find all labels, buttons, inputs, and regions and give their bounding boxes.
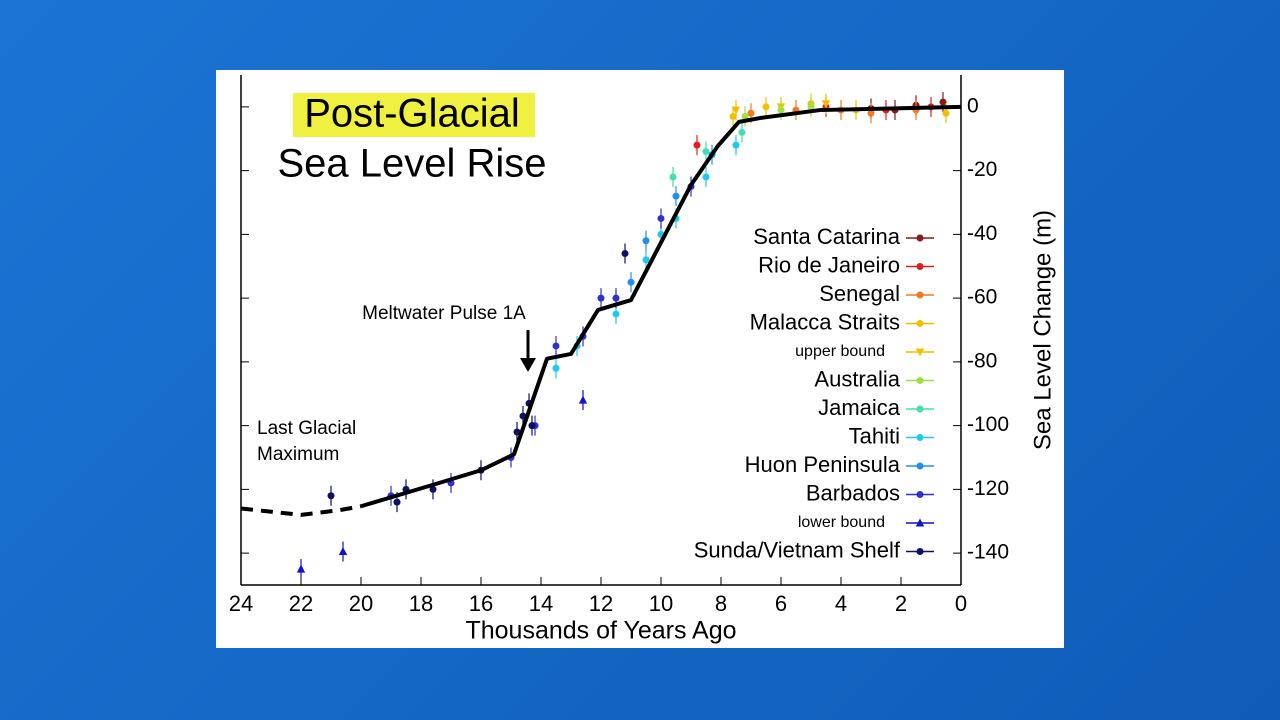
data-point xyxy=(642,237,650,245)
trend-line xyxy=(360,104,962,509)
data-point xyxy=(296,564,306,573)
data-point xyxy=(916,291,924,299)
legend-label: Tahiti xyxy=(849,423,900,448)
data-point xyxy=(327,492,335,500)
data-point xyxy=(597,294,605,302)
annotation: Maximum xyxy=(257,444,339,465)
legend-label: Rio de Janeiro xyxy=(758,252,900,277)
legend-label: lower bound xyxy=(798,514,885,531)
data-point xyxy=(732,141,740,149)
y-tick-label: -120 xyxy=(967,477,1009,500)
y-tick-label: 0 xyxy=(967,94,979,117)
data-point xyxy=(915,518,925,527)
data-point xyxy=(942,109,950,117)
data-point xyxy=(552,342,560,350)
data-point xyxy=(429,485,437,493)
data-point xyxy=(552,364,560,372)
data-point xyxy=(916,320,924,327)
data-point xyxy=(777,106,785,114)
trend-line xyxy=(240,504,362,517)
data-point xyxy=(702,148,710,155)
legend-label: Australia xyxy=(814,366,900,391)
data-point xyxy=(657,214,665,222)
data-point xyxy=(669,173,677,181)
data-point xyxy=(642,256,650,264)
data-point xyxy=(916,234,924,242)
data-point xyxy=(621,250,629,257)
x-tick-label: 24 xyxy=(229,591,253,616)
legend-label: Jamaica xyxy=(818,395,901,420)
y-tick-label: -40 xyxy=(967,222,997,245)
annotation-arrowhead xyxy=(520,358,536,372)
x-tick-label: 12 xyxy=(589,591,613,616)
annotation: Meltwater Pulse 1A xyxy=(362,303,526,324)
data-point xyxy=(807,103,815,111)
legend-label: Santa Catarina xyxy=(753,224,901,249)
y-tick-label: -100 xyxy=(967,413,1009,436)
data-point xyxy=(867,109,875,117)
data-point xyxy=(738,128,746,136)
x-tick-label: 6 xyxy=(775,591,787,616)
chart-subtitle: Sea Level Rise xyxy=(277,142,546,186)
data-point xyxy=(693,141,701,149)
data-point xyxy=(338,546,348,556)
data-point xyxy=(762,103,770,111)
y-axis-label: Sea Level Change (m) xyxy=(1029,210,1056,450)
data-point xyxy=(612,310,620,318)
data-point xyxy=(821,100,831,109)
legend-label: Senegal xyxy=(819,281,900,306)
annotation: Last Glacial xyxy=(257,418,356,439)
y-tick-label: -60 xyxy=(967,286,997,309)
legend-label: Sunda/Vietnam Shelf xyxy=(694,537,901,562)
x-tick-label: 18 xyxy=(409,591,433,616)
data-point xyxy=(627,278,635,286)
data-point xyxy=(731,106,741,115)
data-point xyxy=(916,548,924,555)
data-point xyxy=(916,462,924,470)
data-point xyxy=(916,377,924,384)
data-point xyxy=(915,348,925,357)
legend-label: Barbados xyxy=(806,480,900,505)
data-point xyxy=(741,112,749,120)
data-point xyxy=(513,428,521,436)
x-tick-label: 4 xyxy=(835,591,847,616)
x-tick-label: 22 xyxy=(289,591,313,616)
x-tick-label: 14 xyxy=(529,591,553,616)
data-point xyxy=(528,422,536,430)
data-point xyxy=(747,109,755,117)
data-point xyxy=(916,491,924,498)
data-point xyxy=(729,112,737,120)
data-point xyxy=(916,405,924,413)
chart-title: Post-Glacial xyxy=(304,92,520,136)
x-tick-label: 16 xyxy=(469,591,493,616)
legend-label: Huon Peninsula xyxy=(745,452,901,477)
x-axis-label: Thousands of Years Ago xyxy=(465,617,736,645)
data-point xyxy=(393,498,401,506)
data-point xyxy=(612,294,620,302)
x-tick-label: 20 xyxy=(349,591,373,616)
legend-label: Malacca Straits xyxy=(750,309,900,334)
data-point xyxy=(916,263,924,270)
data-point xyxy=(578,395,588,404)
data-point xyxy=(939,98,947,106)
x-tick-label: 8 xyxy=(715,591,727,616)
y-tick-label: -20 xyxy=(967,158,997,181)
y-tick-label: -140 xyxy=(967,541,1009,564)
x-tick-label: 2 xyxy=(895,591,907,616)
x-tick-label: 10 xyxy=(649,591,673,616)
data-point xyxy=(672,192,680,200)
data-point xyxy=(702,173,710,181)
y-tick-label: -80 xyxy=(967,349,997,372)
data-point xyxy=(916,434,924,441)
title-highlight xyxy=(293,93,535,137)
legend-label: upper bound xyxy=(795,343,885,360)
x-tick-label: 0 xyxy=(955,591,967,616)
